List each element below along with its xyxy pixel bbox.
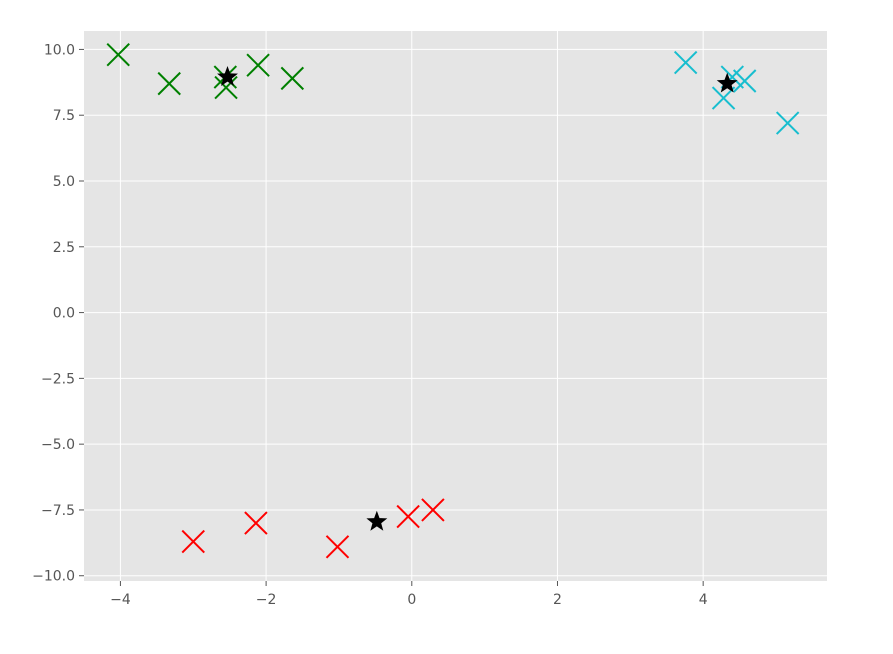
y-tick-label: −2.5 — [41, 371, 75, 387]
data-point — [106, 42, 130, 67]
centroid-star — [366, 510, 388, 531]
x-tick-label: 0 — [407, 592, 416, 608]
centroid-star — [716, 72, 738, 93]
data-point — [181, 529, 205, 554]
x-axis: −4 −2 0 2 4 — [110, 581, 708, 608]
x-tick-label: 4 — [699, 592, 708, 608]
grid-lines — [84, 31, 827, 581]
data-point — [280, 66, 305, 91]
data-point — [325, 535, 350, 559]
y-axis: 10.0 7.5 5.0 2.5 0.0 −2.5 −5.0 −7.5 −10.0 — [32, 42, 84, 585]
x-tick-label: −4 — [110, 592, 131, 608]
data-point — [396, 504, 420, 529]
y-tick-label: 5.0 — [53, 174, 75, 190]
x-tick-label: 2 — [553, 592, 562, 608]
data-point — [732, 69, 757, 93]
data-point — [157, 71, 181, 96]
y-tick-label: 10.0 — [44, 42, 75, 58]
y-tick-label: 7.5 — [53, 108, 75, 124]
data-point — [246, 53, 270, 77]
data-point — [673, 50, 698, 75]
data-point — [244, 511, 268, 535]
y-tick-label: 2.5 — [53, 240, 75, 256]
y-tick-label: 0.0 — [53, 306, 75, 322]
y-tick-label: −10.0 — [32, 569, 75, 585]
data-point — [421, 498, 445, 522]
y-tick-label: −7.5 — [41, 503, 75, 519]
y-tick-label: −5.0 — [41, 437, 75, 453]
data-point — [775, 111, 800, 135]
data-point — [214, 75, 238, 100]
plot-area — [84, 31, 827, 581]
centroid-star — [217, 66, 238, 86]
data-point — [711, 86, 736, 110]
data-points — [106, 42, 800, 559]
x-tick-label: −2 — [256, 592, 277, 608]
